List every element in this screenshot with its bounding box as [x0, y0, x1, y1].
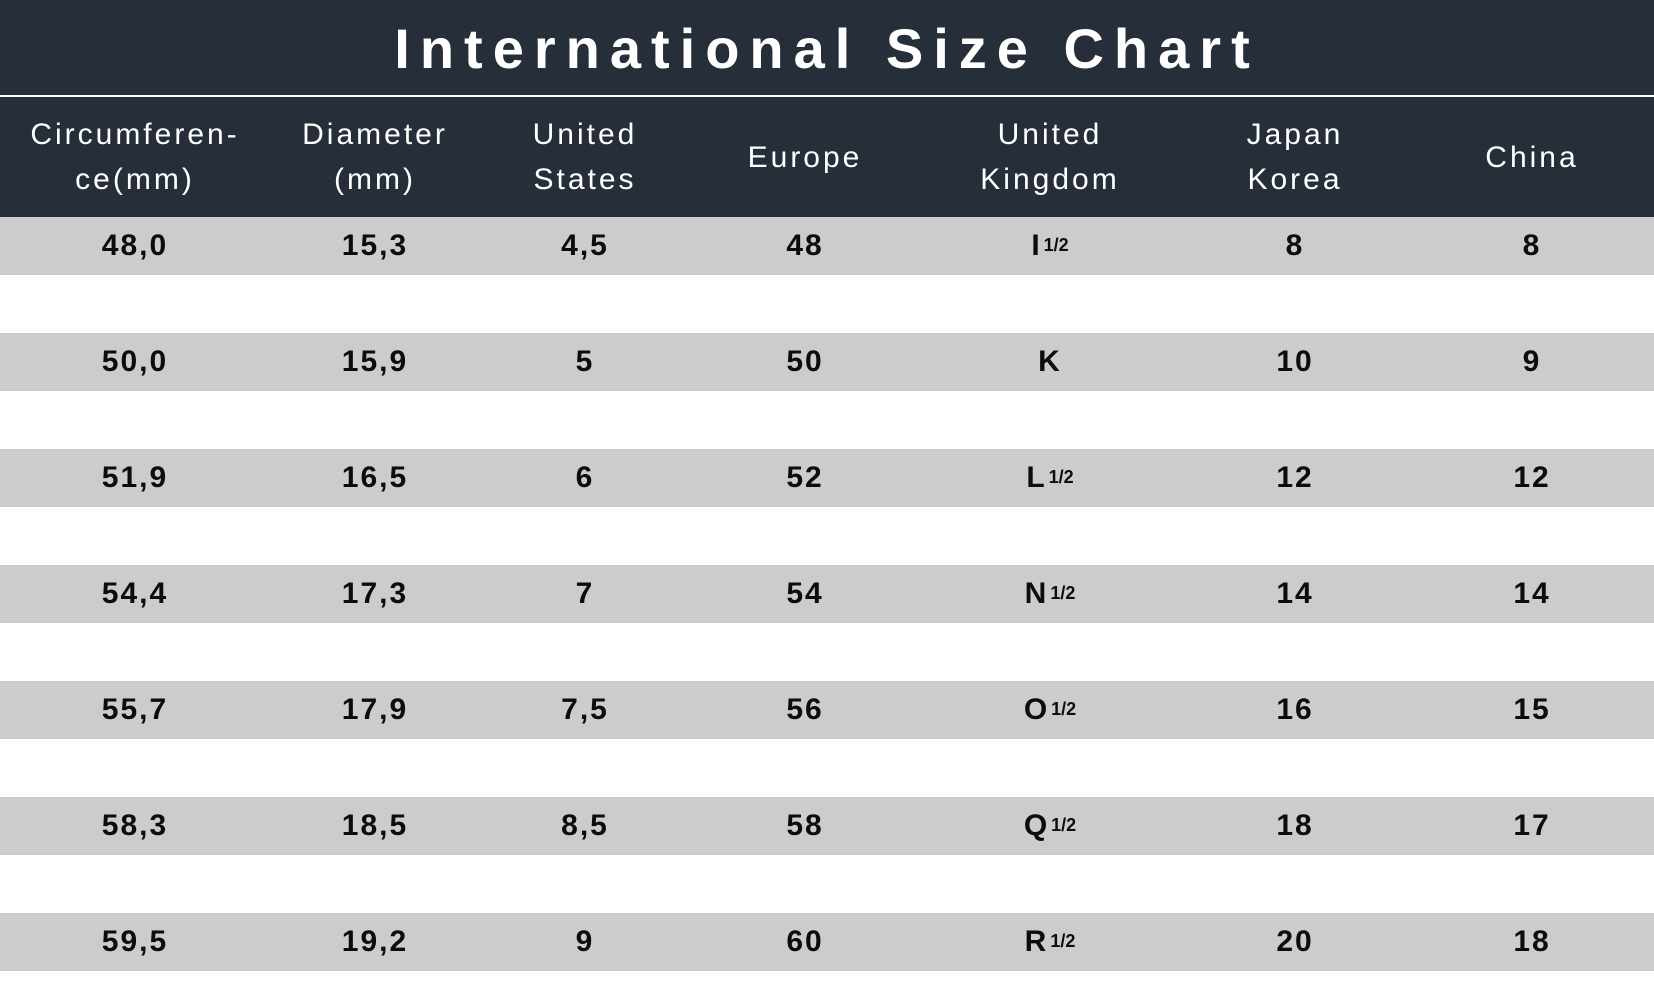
uk-main: I [1031, 229, 1041, 263]
table-row: 54,417,3754N1/21414 [0, 565, 1654, 623]
cell-diameter: 15,3 [270, 217, 480, 275]
cell-japan-korea: 16 [1180, 681, 1410, 739]
cell-japan-korea: 12 [1180, 449, 1410, 507]
cell-uk: O1/2 [920, 681, 1180, 739]
table-row: 51,916,5652L1/21212 [0, 449, 1654, 507]
uk-main: R [1025, 925, 1049, 959]
table-row: 48,015,34,548I1/288 [0, 217, 1654, 275]
spacer-row [0, 739, 1654, 797]
cell-uk: I1/2 [920, 217, 1180, 275]
col-header-us: UnitedStates [480, 97, 690, 217]
table-row: 50,015,9550 K 109 [0, 333, 1654, 391]
cell-diameter: 19,2 [270, 913, 480, 971]
cell-us: 7 [480, 565, 690, 623]
uk-superscript: 1/2 [1051, 699, 1076, 720]
cell-us: 9 [480, 913, 690, 971]
table-row: 58,318,58,558Q1/21817 [0, 797, 1654, 855]
cell-europe: 48 [690, 217, 920, 275]
cell-circumference: 51,9 [0, 449, 270, 507]
spacer-row [0, 391, 1654, 449]
cell-japan-korea: 20 [1180, 913, 1410, 971]
cell-us: 7,5 [480, 681, 690, 739]
column-headers-row: Circumferen-ce(mm) Diameter(mm) UnitedSt… [0, 97, 1654, 217]
cell-uk: K [920, 333, 1180, 391]
cell-circumference: 54,4 [0, 565, 270, 623]
cell-diameter: 17,3 [270, 565, 480, 623]
spacer-row [0, 855, 1654, 913]
cell-europe: 50 [690, 333, 920, 391]
cell-diameter: 17,9 [270, 681, 480, 739]
uk-main: K [1038, 345, 1062, 379]
uk-superscript: 1/2 [1051, 815, 1076, 836]
cell-europe: 60 [690, 913, 920, 971]
table-row: 59,519,2960R1/22018 [0, 913, 1654, 971]
cell-china: 18 [1410, 913, 1654, 971]
cell-circumference: 50,0 [0, 333, 270, 391]
col-header-diameter: Diameter(mm) [270, 97, 480, 217]
spacer-row [0, 507, 1654, 565]
cell-europe: 54 [690, 565, 920, 623]
cell-europe: 58 [690, 797, 920, 855]
cell-japan-korea: 10 [1180, 333, 1410, 391]
col-header-china: China [1410, 97, 1654, 217]
cell-china: 12 [1410, 449, 1654, 507]
col-header-europe: Europe [690, 97, 920, 217]
cell-china: 8 [1410, 217, 1654, 275]
cell-circumference: 58,3 [0, 797, 270, 855]
cell-circumference: 59,5 [0, 913, 270, 971]
cell-uk: L1/2 [920, 449, 1180, 507]
spacer-row [0, 623, 1654, 681]
cell-uk: Q1/2 [920, 797, 1180, 855]
cell-uk: N1/2 [920, 565, 1180, 623]
uk-superscript: 1/2 [1044, 235, 1069, 256]
cell-us: 6 [480, 449, 690, 507]
uk-superscript: 1/2 [1049, 467, 1074, 488]
uk-main: Q [1024, 809, 1049, 843]
uk-main: L [1026, 461, 1046, 495]
cell-europe: 52 [690, 449, 920, 507]
cell-china: 17 [1410, 797, 1654, 855]
spacer-row [0, 275, 1654, 333]
cell-us: 4,5 [480, 217, 690, 275]
cell-europe: 56 [690, 681, 920, 739]
uk-main: N [1025, 577, 1049, 611]
cell-us: 8,5 [480, 797, 690, 855]
cell-japan-korea: 8 [1180, 217, 1410, 275]
cell-diameter: 18,5 [270, 797, 480, 855]
chart-header: International Size Chart Circumferen-ce(… [0, 0, 1654, 217]
table-row: 55,717,97,556O1/21615 [0, 681, 1654, 739]
uk-superscript: 1/2 [1050, 931, 1075, 952]
chart-title: International Size Chart [0, 0, 1654, 97]
uk-superscript: 1/2 [1050, 583, 1075, 604]
col-header-japan-korea: JapanKorea [1180, 97, 1410, 217]
cell-diameter: 16,5 [270, 449, 480, 507]
cell-uk: R1/2 [920, 913, 1180, 971]
cell-circumference: 55,7 [0, 681, 270, 739]
cell-japan-korea: 18 [1180, 797, 1410, 855]
col-header-circumference: Circumferen-ce(mm) [0, 97, 270, 217]
col-header-uk: UnitedKingdom [920, 97, 1180, 217]
cell-china: 14 [1410, 565, 1654, 623]
data-rows-container: 48,015,34,548I1/28850,015,9550K10951,916… [0, 217, 1654, 971]
cell-china: 9 [1410, 333, 1654, 391]
cell-diameter: 15,9 [270, 333, 480, 391]
cell-japan-korea: 14 [1180, 565, 1410, 623]
cell-us: 5 [480, 333, 690, 391]
cell-china: 15 [1410, 681, 1654, 739]
uk-main: O [1024, 693, 1049, 727]
cell-circumference: 48,0 [0, 217, 270, 275]
